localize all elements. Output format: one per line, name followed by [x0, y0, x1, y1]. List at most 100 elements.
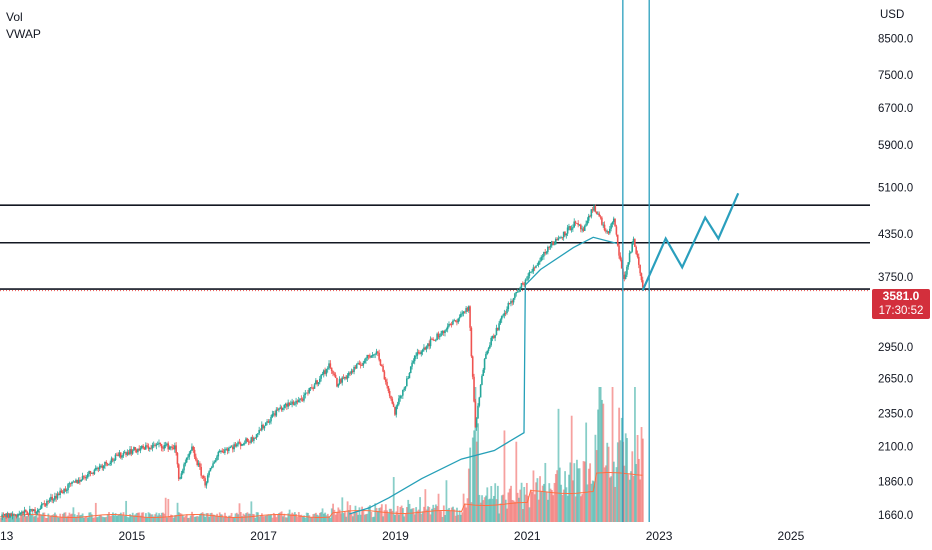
volume-bar [228, 515, 230, 522]
candle-body [23, 509, 26, 514]
candle-body [503, 312, 506, 316]
volume-bar [591, 480, 594, 522]
volume-bar [477, 423, 479, 522]
candle-body [104, 462, 106, 466]
time-axis[interactable]: 2013 2015 2017 2019 2021 2023 2025 [0, 529, 805, 543]
volume-bar [544, 462, 547, 522]
candle-body [146, 445, 148, 447]
candle-body [378, 352, 380, 360]
volume-bar [438, 510, 441, 522]
candle-body [255, 434, 258, 438]
candle-body [258, 429, 260, 434]
candle-body [424, 347, 427, 350]
volume-bar [581, 494, 584, 522]
candle-body [59, 490, 61, 495]
candle-body [154, 444, 156, 446]
candle-body [204, 478, 206, 486]
candle-body [469, 306, 471, 328]
volume-bar [317, 515, 320, 522]
vwap-indicator-label[interactable]: VWAP [6, 27, 41, 41]
candle-body [598, 213, 601, 217]
candle-body [357, 363, 359, 365]
volume-bar [566, 495, 569, 522]
volume-bar [188, 517, 191, 522]
candle-body [114, 454, 117, 461]
volume-bar [133, 515, 135, 522]
candle-body [409, 366, 412, 373]
volume-bar [61, 513, 64, 522]
candle-body [557, 238, 560, 241]
volume-bar [610, 476, 613, 522]
volume-bar [387, 513, 390, 522]
candle-body [272, 413, 275, 415]
price-axis[interactable]: USD 8500.0 7500.0 6700.0 5900.0 5100.0 4350.0 3… [878, 9, 913, 522]
volume-bar [423, 506, 425, 522]
volume-bar [93, 517, 96, 522]
volume-bar [90, 514, 93, 522]
volume-bar [259, 515, 262, 522]
candle-body [108, 464, 110, 465]
volume-bar [366, 513, 369, 522]
volume-bar [72, 507, 75, 522]
volume-bar [340, 513, 342, 522]
volume-bar [25, 516, 27, 522]
volume-bar [119, 512, 122, 522]
candle-body [268, 421, 271, 423]
volume-bar [515, 441, 518, 522]
volume-bar [558, 467, 561, 522]
candle-body [147, 446, 150, 449]
volume-bar [104, 517, 106, 522]
volume-bar [398, 514, 400, 522]
volume-bar [342, 513, 345, 522]
volume-bar [271, 517, 274, 522]
candle-body [181, 470, 184, 474]
candle-body [569, 226, 572, 231]
volume-bar [465, 507, 468, 522]
candle-body [535, 265, 537, 268]
volume-bar [346, 501, 349, 522]
candle-body [51, 496, 54, 501]
volume-bar [507, 492, 510, 522]
volume-bar [10, 512, 13, 522]
volume-bar [151, 514, 154, 522]
volume-bar [139, 515, 142, 522]
candle-body [209, 467, 212, 472]
candle-body [586, 220, 589, 224]
volume-bar [129, 514, 131, 522]
volume-bar [123, 515, 126, 522]
candle-body [461, 313, 463, 315]
candle-body [254, 437, 257, 439]
volume-bar [378, 508, 381, 522]
volume-bar [98, 515, 101, 522]
volume-bar [636, 435, 639, 522]
volume-bar [533, 494, 536, 522]
volume-bar [489, 498, 491, 522]
volume-bar [496, 485, 499, 522]
candle-body [412, 361, 415, 363]
candle-body [375, 351, 378, 354]
volume-bar [222, 517, 225, 522]
volume-bar [125, 500, 128, 522]
candle-body [593, 206, 595, 211]
volume-bar [470, 502, 473, 522]
vol-indicator-label[interactable]: Vol [6, 10, 23, 24]
candle-body [312, 388, 315, 390]
volume-bar [209, 513, 212, 522]
candle-body [168, 446, 171, 450]
candle-body [288, 402, 291, 405]
volume-bar [253, 514, 255, 522]
candle-body [192, 446, 195, 450]
candle-body [46, 500, 48, 506]
candle-body [446, 326, 449, 330]
y-tick-label: 5900.0 [878, 140, 913, 152]
candle-body [449, 323, 452, 325]
candle-body [40, 504, 43, 509]
volume-bar [130, 515, 133, 522]
volume-bar [303, 515, 305, 522]
volume-bar [427, 506, 429, 522]
volume-bar [29, 512, 31, 522]
candle-body [346, 375, 349, 379]
candle-body [203, 475, 205, 479]
vwap-path [349, 236, 620, 515]
